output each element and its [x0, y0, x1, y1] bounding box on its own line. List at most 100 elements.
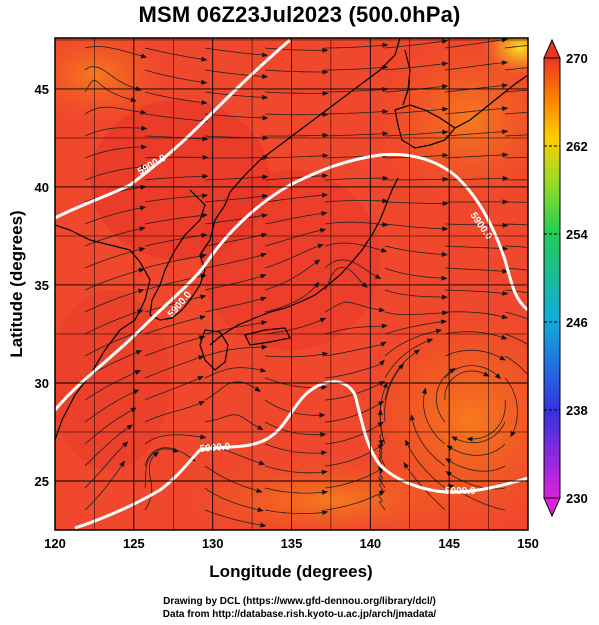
streamline: [144, 455, 155, 511]
wind-arrow: [494, 373, 502, 380]
streamline: [504, 245, 528, 248]
streamline: [444, 349, 501, 358]
streamline: [84, 106, 141, 115]
streamline: [444, 245, 503, 249]
wind-arrow: [135, 350, 143, 355]
wind-arrow: [377, 443, 384, 450]
wind-arrow: [374, 273, 382, 280]
wind-arrow: [499, 355, 506, 361]
streamline: [264, 465, 322, 474]
wind-arrow: [377, 421, 384, 428]
streamline: [505, 201, 528, 203]
streamline: [384, 321, 442, 335]
wind-arrow: [261, 344, 268, 350]
wind-arrow: [382, 222, 389, 227]
wind-arrow: [321, 450, 328, 456]
streamline: [204, 91, 263, 98]
streamline: [384, 340, 428, 379]
wind-arrow: [140, 53, 148, 59]
colorbar: 230 238 246 254 262 270: [543, 38, 588, 518]
wind-arrow: [561, 297, 568, 303]
wind-arrow: [139, 205, 147, 211]
streamline: [144, 69, 202, 83]
streamline: [205, 157, 263, 159]
coast-shikoku: [244, 327, 291, 346]
streamline: [504, 67, 528, 71]
wind-arrow: [442, 84, 449, 89]
streamline: [204, 367, 261, 379]
wind-arrow: [501, 60, 509, 66]
wind-arrow: [382, 198, 389, 204]
x-tick-label: 150: [517, 536, 539, 551]
streamline: [144, 337, 200, 357]
wind-arrow: [502, 152, 509, 158]
streamline: [444, 178, 503, 181]
streamline: [384, 267, 442, 279]
wind-arrow: [254, 386, 261, 392]
wind-arrow: [442, 129, 449, 135]
wind-arrow: [380, 247, 388, 253]
streamline: [444, 39, 503, 49]
wind-arrow: [262, 174, 269, 180]
streamline: [144, 434, 201, 445]
streamline: [444, 154, 503, 159]
streamline: [84, 372, 136, 401]
streamline: [264, 230, 321, 247]
wind-arrow: [441, 294, 448, 300]
streamline: [264, 286, 316, 313]
wind-arrow: [502, 268, 509, 274]
streamline: [324, 344, 382, 357]
wind-arrow: [446, 445, 453, 451]
wind-arrow: [256, 488, 263, 493]
streamline: [144, 448, 174, 489]
wind-arrow: [442, 201, 449, 207]
wind-arrow: [134, 370, 142, 375]
wind-arrow: [441, 61, 449, 67]
y-tick-label: 45: [35, 82, 49, 97]
streamline: [384, 367, 401, 423]
wind-arrow: [382, 42, 389, 48]
wind-arrow: [403, 462, 409, 469]
streamline: [84, 465, 122, 511]
streamline: [444, 370, 485, 401]
wind-arrow: [502, 199, 509, 205]
streamline: [324, 221, 383, 225]
wind-arrow: [382, 109, 389, 115]
streamline: [444, 311, 503, 318]
streamline: [407, 444, 446, 489]
wind-arrow: [319, 317, 327, 323]
x-tick-label: 125: [123, 536, 145, 551]
streamline: [384, 289, 442, 298]
colorbar-tick-label: 230: [566, 491, 588, 506]
colorbar-tick-label: 246: [566, 315, 588, 330]
streamline: [84, 270, 140, 291]
streamline: [204, 298, 262, 313]
streamline: [84, 146, 142, 159]
colorbar-max-arrow: [543, 38, 561, 59]
wind-arrow: [201, 99, 208, 105]
streamline: [325, 44, 383, 49]
wind-arrow: [382, 131, 389, 137]
colorbar-tick-label: 270: [566, 51, 588, 66]
streamline: [264, 487, 323, 494]
streamline: [504, 156, 528, 159]
contour-label: 5900.0: [445, 486, 476, 497]
wind-arrow: [322, 351, 329, 357]
credit-data: Data from http://database.rish.kyoto-u.a…: [162, 609, 437, 620]
wind-arrow: [382, 175, 389, 181]
streamline: [384, 330, 437, 357]
wind-arrow: [261, 320, 268, 326]
streamline: [384, 131, 443, 137]
streamline: [504, 179, 528, 181]
streamline: [324, 493, 381, 511]
wind-arrow: [140, 164, 147, 170]
streamline: [423, 393, 446, 445]
streamline: [144, 403, 200, 423]
streamline: [385, 178, 443, 181]
streamline: [204, 509, 261, 526]
coast-china: [55, 224, 151, 441]
streamline: [144, 156, 203, 159]
wind-arrow: [321, 192, 329, 198]
wind-arrow: [201, 233, 208, 238]
